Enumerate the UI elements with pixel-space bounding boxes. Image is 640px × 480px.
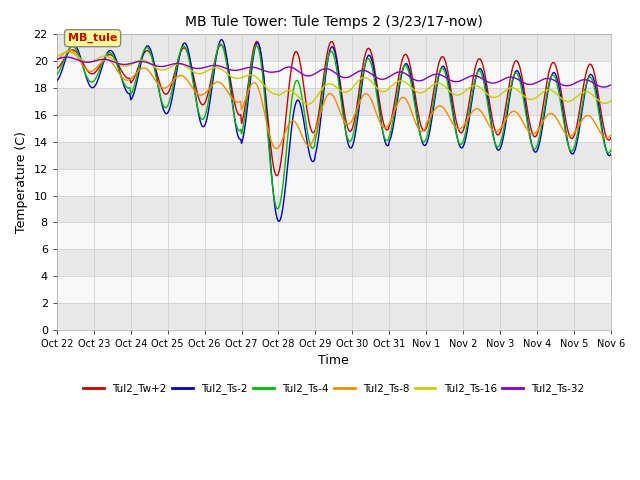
Bar (57, 61, 611, 88)
Title: MB Tule Tower: Tule Temps 2 (3/23/17-now): MB Tule Tower: Tule Temps 2 (3/23/17-now… (185, 15, 483, 29)
Bar (57, 276, 611, 303)
Bar (57, 115, 611, 142)
Bar (57, 222, 611, 249)
Bar (57, 35, 611, 61)
Bar (57, 249, 611, 276)
Bar (57, 142, 611, 168)
Bar (57, 195, 611, 222)
Bar (57, 88, 611, 115)
X-axis label: Time: Time (319, 354, 349, 367)
Bar (57, 168, 611, 195)
Bar (57, 303, 611, 330)
Text: MB_tule: MB_tule (68, 33, 117, 43)
Y-axis label: Temperature (C): Temperature (C) (15, 131, 28, 233)
Legend: Tul2_Tw+2, Tul2_Ts-2, Tul2_Ts-4, Tul2_Ts-8, Tul2_Ts-16, Tul2_Ts-32: Tul2_Tw+2, Tul2_Ts-2, Tul2_Ts-4, Tul2_Ts… (79, 379, 589, 398)
